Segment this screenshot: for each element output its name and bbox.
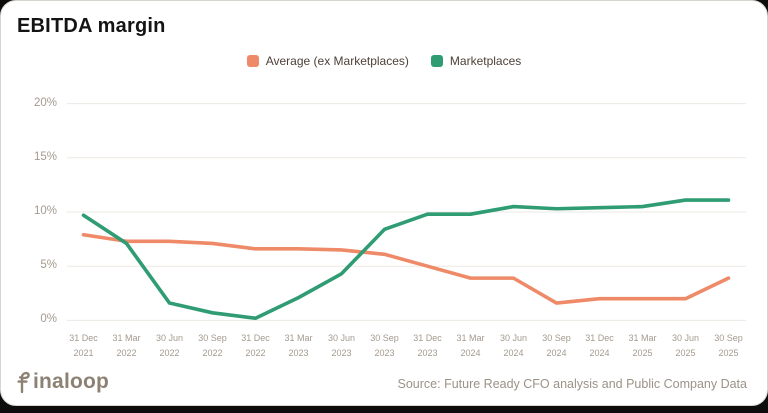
series-line-average-ex-marketplaces-	[84, 235, 729, 303]
y-axis-tick-label: 0%	[9, 313, 57, 325]
y-axis-tick-label: 15%	[9, 151, 57, 163]
source-text: Source: Future Ready CFO analysis and Pu…	[398, 377, 747, 391]
finaloop-logo-text: inaloop	[33, 370, 109, 394]
finaloop-logo-f-icon	[17, 370, 32, 394]
y-axis-tick-label: 10%	[9, 205, 57, 217]
y-axis-tick-label: 5%	[9, 259, 57, 271]
finaloop-logo: inaloop	[17, 370, 109, 394]
y-axis-tick-label: 20%	[9, 97, 57, 109]
